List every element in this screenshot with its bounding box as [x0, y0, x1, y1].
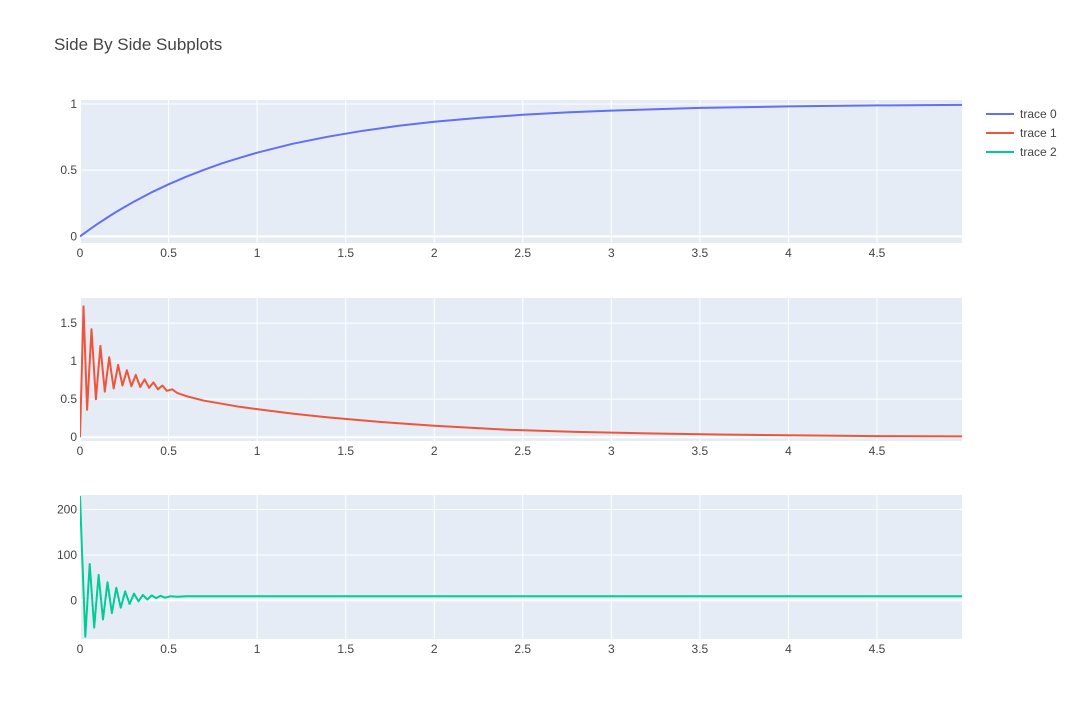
y-tick-label: 0: [70, 229, 77, 243]
legend-label: trace 2: [1020, 145, 1057, 159]
x-tick-label: 0.5: [160, 642, 177, 656]
y-tick-label: 100: [57, 548, 77, 562]
y-tick-label: 1.5: [60, 316, 77, 330]
x-tick-label: 2: [431, 246, 438, 260]
x-tick-label: 0.5: [160, 444, 177, 458]
x-tick-label: 4: [785, 246, 792, 260]
x-tick-label: 1: [254, 246, 261, 260]
series-line-trace-2[interactable]: [80, 495, 962, 638]
y-tick-label: 0.5: [60, 392, 77, 406]
x-tick-label: 0: [77, 642, 84, 656]
legend-item[interactable]: trace 2: [986, 145, 1057, 159]
y-tick-label: 1: [70, 97, 77, 111]
plot-area: [80, 495, 962, 639]
legend-label: trace 1: [1020, 126, 1057, 140]
y-tick-label: 0.5: [60, 163, 77, 177]
legend[interactable]: trace 0 trace 1 trace 2: [986, 107, 1057, 159]
legend-item[interactable]: trace 1: [986, 126, 1057, 140]
chart-title: Side By Side Subplots: [54, 35, 222, 54]
series-line-trace-0[interactable]: [80, 103, 962, 238]
x-tick-label: 4: [785, 642, 792, 656]
x-tick-label: 1: [254, 444, 261, 458]
subplots: 0 0.5 1 1.5 2 2.5 3 3.5 4 4.5 0 0.5 1 0 0.5 1 1.5 2 2.5 3 3.…: [57, 97, 962, 656]
x-tick-label: 0: [77, 246, 84, 260]
x-tick-label: 1.5: [337, 444, 354, 458]
y-tick-label: 200: [57, 503, 77, 517]
x-tick-label: 3.5: [692, 444, 709, 458]
y-tick-label: 1: [70, 354, 77, 368]
x-tick-label: 0: [77, 444, 84, 458]
x-tick-label: 4.5: [869, 642, 886, 656]
series-line-trace-1[interactable]: [80, 305, 962, 438]
x-tick-label: 1.5: [337, 246, 354, 260]
subplot-1[interactable]: 0 0.5 1 1.5 2 2.5 3 3.5 4 4.5 0 0.5 1: [60, 97, 962, 260]
x-tick-label: 3: [608, 444, 615, 458]
x-tick-label: 3: [608, 642, 615, 656]
legend-item[interactable]: trace 0: [986, 107, 1057, 121]
legend-label: trace 0: [1020, 107, 1057, 121]
x-tick-label: 2.5: [514, 246, 531, 260]
x-tick-label: 4.5: [869, 444, 886, 458]
x-tick-label: 3.5: [692, 246, 709, 260]
x-tick-label: 0.5: [160, 246, 177, 260]
plot-area: [80, 298, 962, 441]
subplot-2[interactable]: 0 0.5 1 1.5 2 2.5 3 3.5 4 4.5 0 0.5 1 1.5: [60, 298, 962, 458]
x-tick-label: 1: [254, 642, 261, 656]
y-tick-label: 0: [70, 593, 77, 607]
x-tick-label: 2: [431, 642, 438, 656]
x-tick-label: 1.5: [337, 642, 354, 656]
x-tick-label: 2: [431, 444, 438, 458]
x-tick-label: 4.5: [869, 246, 886, 260]
plot-area: [80, 100, 962, 243]
y-tick-label: 0: [70, 430, 77, 444]
x-tick-label: 4: [785, 444, 792, 458]
x-tick-label: 3: [608, 246, 615, 260]
x-tick-label: 2.5: [514, 642, 531, 656]
x-tick-label: 3.5: [692, 642, 709, 656]
subplot-3[interactable]: 0 0.5 1 1.5 2 2.5 3 3.5 4 4.5 0 100 200: [57, 495, 962, 656]
x-tick-label: 2.5: [514, 444, 531, 458]
